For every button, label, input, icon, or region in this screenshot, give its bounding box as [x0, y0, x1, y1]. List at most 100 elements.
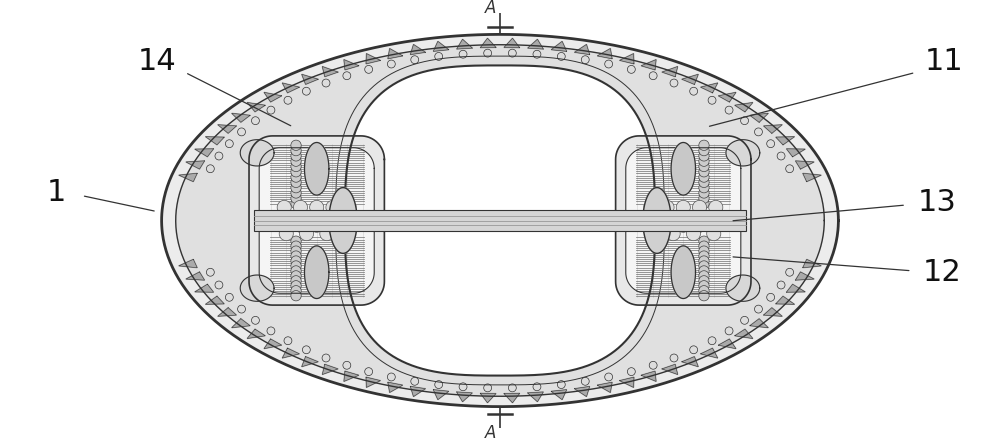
Circle shape [291, 183, 301, 193]
Circle shape [291, 246, 301, 256]
Circle shape [676, 200, 690, 214]
Circle shape [322, 354, 330, 362]
Polygon shape [176, 45, 824, 396]
Circle shape [508, 49, 516, 57]
Circle shape [291, 193, 301, 203]
Polygon shape [574, 386, 590, 396]
Polygon shape [302, 74, 318, 84]
Circle shape [291, 156, 301, 166]
Circle shape [627, 65, 635, 73]
Text: 11: 11 [924, 47, 963, 76]
Circle shape [291, 291, 301, 301]
Circle shape [411, 56, 419, 64]
Polygon shape [551, 41, 567, 51]
Circle shape [699, 241, 709, 251]
Text: 12: 12 [922, 258, 961, 287]
Circle shape [699, 251, 709, 261]
Polygon shape [410, 45, 426, 55]
Polygon shape [682, 357, 698, 367]
Circle shape [343, 72, 351, 80]
Polygon shape [528, 39, 543, 49]
Circle shape [644, 209, 658, 223]
Polygon shape [232, 113, 250, 122]
Circle shape [277, 218, 291, 232]
Circle shape [692, 218, 707, 232]
Polygon shape [282, 348, 299, 358]
Circle shape [709, 209, 723, 223]
Circle shape [322, 79, 330, 87]
Circle shape [291, 167, 301, 177]
Polygon shape [179, 173, 197, 182]
Polygon shape [795, 161, 814, 169]
Polygon shape [457, 39, 472, 49]
Polygon shape [195, 284, 214, 292]
Circle shape [459, 383, 467, 391]
Polygon shape [247, 102, 265, 112]
Circle shape [699, 198, 709, 209]
Polygon shape [433, 41, 449, 51]
Circle shape [699, 193, 709, 203]
Circle shape [533, 383, 541, 391]
Circle shape [291, 241, 301, 251]
Circle shape [342, 209, 356, 223]
Circle shape [666, 227, 680, 241]
Circle shape [670, 354, 678, 362]
Circle shape [251, 316, 259, 324]
Polygon shape [620, 377, 634, 388]
Polygon shape [247, 329, 265, 339]
Polygon shape [264, 92, 282, 102]
Circle shape [291, 236, 301, 247]
Circle shape [302, 346, 310, 354]
Text: 1: 1 [47, 178, 66, 207]
Polygon shape [735, 329, 753, 339]
Polygon shape [682, 74, 698, 84]
Polygon shape [345, 65, 655, 376]
Circle shape [291, 276, 301, 286]
Circle shape [709, 218, 723, 232]
Circle shape [649, 361, 657, 369]
Circle shape [284, 337, 292, 345]
Circle shape [291, 286, 301, 296]
Circle shape [699, 280, 709, 291]
Polygon shape [641, 371, 656, 381]
Circle shape [277, 200, 291, 214]
Circle shape [699, 140, 709, 150]
Circle shape [225, 293, 233, 301]
Circle shape [699, 266, 709, 276]
Circle shape [291, 266, 301, 276]
Circle shape [786, 165, 794, 173]
Circle shape [291, 140, 301, 150]
Polygon shape [662, 67, 678, 77]
Circle shape [238, 305, 245, 313]
Polygon shape [718, 92, 736, 102]
Circle shape [411, 377, 419, 385]
Circle shape [291, 177, 301, 187]
Circle shape [649, 72, 657, 80]
Circle shape [326, 200, 340, 214]
Circle shape [557, 381, 565, 389]
Circle shape [699, 291, 709, 301]
Polygon shape [205, 137, 224, 145]
Circle shape [310, 209, 324, 223]
Circle shape [741, 117, 749, 125]
Circle shape [206, 165, 214, 173]
Polygon shape [186, 161, 205, 169]
Circle shape [300, 227, 314, 241]
Polygon shape [433, 390, 449, 400]
Circle shape [387, 60, 395, 68]
Circle shape [291, 151, 301, 161]
Polygon shape [671, 246, 696, 299]
Circle shape [365, 368, 373, 376]
Circle shape [699, 172, 709, 182]
Circle shape [310, 200, 324, 214]
Circle shape [291, 261, 301, 271]
Circle shape [342, 218, 356, 232]
Polygon shape [597, 382, 612, 392]
Circle shape [692, 209, 707, 223]
Polygon shape [366, 53, 380, 64]
Circle shape [293, 200, 308, 214]
Circle shape [699, 256, 709, 266]
Polygon shape [329, 187, 357, 254]
Polygon shape [551, 390, 567, 400]
Text: A: A [485, 0, 496, 17]
